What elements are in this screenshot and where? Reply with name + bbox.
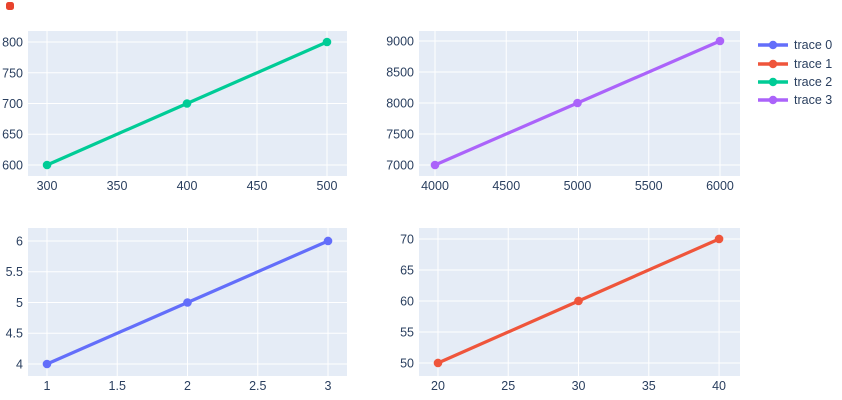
trace-marker xyxy=(573,98,582,108)
trace-marker xyxy=(42,359,52,369)
y-tick-label: 60 xyxy=(400,294,414,308)
x-tick-label: 4000 xyxy=(421,179,449,193)
x-tick-label: 400 xyxy=(177,179,198,193)
x-tick-label: 450 xyxy=(247,179,268,193)
trace-marker xyxy=(715,36,725,46)
x-tick-label: 20 xyxy=(431,379,445,393)
x-tick-label: 300 xyxy=(37,179,58,193)
y-tick-label: 5 xyxy=(16,296,23,310)
y-tick-label: 70 xyxy=(400,232,414,246)
trace-marker xyxy=(323,236,333,246)
trace-marker xyxy=(433,358,443,368)
x-tick-label: 4500 xyxy=(492,179,520,193)
trace-marker xyxy=(183,298,192,307)
y-tick-label: 750 xyxy=(2,66,23,80)
legend-item-trace-3[interactable]: trace 3 xyxy=(757,91,832,109)
trace-marker xyxy=(182,99,192,108)
y-tick-label: 4 xyxy=(16,358,23,372)
x-tick-label: 5000 xyxy=(564,179,592,193)
y-tick-label: 50 xyxy=(400,356,414,370)
x-tick-label: 3 xyxy=(325,379,332,393)
y-tick-label: 8500 xyxy=(386,66,414,80)
red-dot-icon xyxy=(6,2,14,10)
y-tick-label: 55 xyxy=(400,325,414,339)
y-tick-label: 650 xyxy=(2,128,23,142)
x-tick-label: 40 xyxy=(712,379,726,393)
y-tick-label: 7500 xyxy=(386,128,414,142)
y-tick-label: 6 xyxy=(16,234,23,248)
trace-marker xyxy=(42,160,52,170)
x-tick-label: 500 xyxy=(317,179,338,193)
x-tick-label: 25 xyxy=(501,379,515,393)
legend-item-label: trace 3 xyxy=(794,93,833,108)
y-tick-label: 8000 xyxy=(386,97,414,111)
line-marker-icon xyxy=(758,40,788,50)
trace-marker xyxy=(322,37,332,47)
x-tick-label: 30 xyxy=(572,379,586,393)
line-marker-icon xyxy=(758,77,788,87)
y-tick-label: 7000 xyxy=(386,159,414,173)
line-marker-icon xyxy=(758,96,788,105)
x-tick-label: 2.5 xyxy=(249,379,266,393)
x-tick-label: 1 xyxy=(43,379,50,393)
legend-item-label: trace 2 xyxy=(794,74,833,89)
x-tick-label: 6000 xyxy=(706,179,734,193)
y-tick-label: 800 xyxy=(2,36,23,50)
x-tick-label: 5500 xyxy=(635,179,663,193)
x-tick-label: 350 xyxy=(107,179,128,193)
trace-marker xyxy=(574,296,583,306)
y-tick-label: 600 xyxy=(2,158,23,172)
legend: trace 0 trace 1 trace 2 trace 3 xyxy=(757,36,832,110)
y-tick-label: 9000 xyxy=(386,35,414,49)
x-tick-label: 35 xyxy=(642,379,656,393)
y-tick-label: 65 xyxy=(400,263,414,277)
legend-item-label: trace 1 xyxy=(794,56,833,71)
y-tick-label: 4.5 xyxy=(6,327,23,341)
trace-marker xyxy=(714,234,724,244)
y-tick-label: 5.5 xyxy=(6,265,23,279)
trace-marker xyxy=(430,160,440,170)
legend-item-trace-1[interactable]: trace 1 xyxy=(757,54,832,72)
legend-item-trace-0[interactable]: trace 0 xyxy=(757,36,832,54)
y-tick-label: 700 xyxy=(2,97,23,111)
legend-item-label: trace 0 xyxy=(794,38,833,53)
line-marker-icon xyxy=(758,59,788,68)
x-tick-label: 2 xyxy=(184,379,191,393)
legend-item-trace-2[interactable]: trace 2 xyxy=(757,73,832,91)
x-tick-label: 1.5 xyxy=(109,379,126,393)
